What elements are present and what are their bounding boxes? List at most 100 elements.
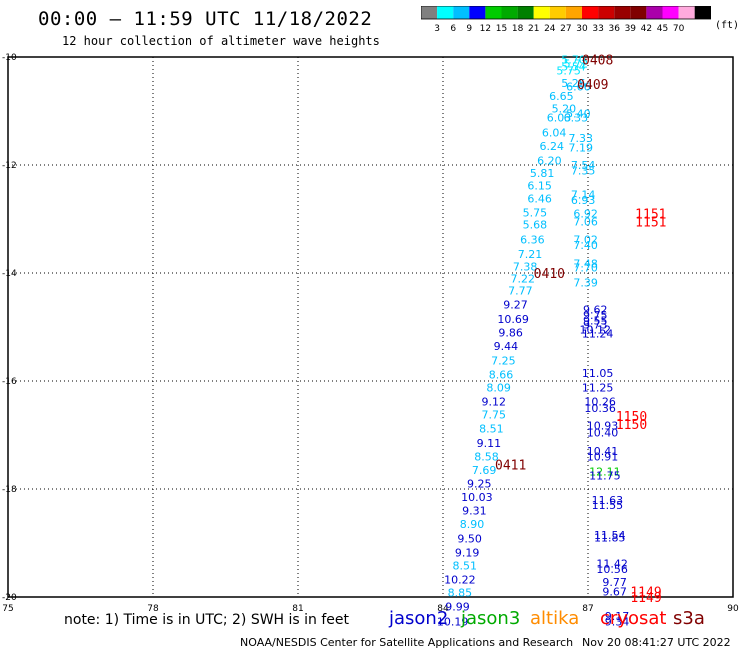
color-scale-label: 39 bbox=[625, 24, 637, 34]
swh-label: 9.55 bbox=[583, 315, 608, 328]
swh-label: 8.58 bbox=[474, 451, 499, 464]
swh-label: 11.63 bbox=[592, 494, 624, 507]
pass-time-label: 0410 bbox=[534, 267, 565, 282]
y-tick-label: -12 bbox=[2, 161, 17, 171]
swh-label: 9.75 bbox=[583, 309, 608, 322]
swh-label: 10.91 bbox=[587, 451, 619, 464]
y-tick-label: -18 bbox=[2, 485, 17, 495]
swh-label: 6.46 bbox=[527, 192, 552, 205]
color-scale-label: 42 bbox=[641, 24, 652, 34]
color-scale-unit: (ft) bbox=[715, 20, 740, 31]
swh-label: 9.19 bbox=[455, 547, 480, 560]
pass-time-label: 1149 bbox=[630, 586, 661, 601]
swh-label: 10.69 bbox=[497, 313, 529, 326]
swh-label: 5.68 bbox=[523, 218, 548, 231]
color-swatch bbox=[501, 6, 518, 19]
swh-label: 9.77 bbox=[602, 576, 627, 589]
swh-label: 6.36 bbox=[520, 234, 545, 247]
y-tick-label: -16 bbox=[2, 377, 17, 387]
swh-label: 7.33 bbox=[569, 132, 594, 145]
swh-label: 6.04 bbox=[542, 127, 567, 140]
swh-label: 7.54 bbox=[571, 159, 596, 172]
swh-label: 10.12 bbox=[580, 324, 612, 337]
swh-label: 7.75 bbox=[482, 408, 507, 421]
color-swatch bbox=[598, 6, 615, 19]
swh-label: 7.48 bbox=[573, 257, 598, 270]
color-swatch bbox=[485, 6, 502, 19]
swh-label: 7.70 bbox=[573, 262, 598, 275]
color-scale-label: 3 bbox=[434, 24, 440, 34]
swh-label: 7.02 bbox=[573, 234, 598, 247]
swh-label: 6.92 bbox=[573, 208, 598, 221]
swh-label: 8.90 bbox=[460, 518, 485, 531]
color-scale-label: 24 bbox=[544, 24, 556, 34]
color-scale-label: 30 bbox=[576, 24, 588, 34]
color-scale-label: 6 bbox=[450, 24, 456, 34]
color-scale-bar: 3 6 9 12 15 18 21 24 27 30 33 36 39 42 45 70 bbox=[421, 6, 711, 34]
swh-label: 10.36 bbox=[584, 402, 616, 415]
swh-label: 5.70 bbox=[561, 54, 586, 67]
color-swatch bbox=[421, 6, 438, 19]
swh-label: 6.66 bbox=[566, 81, 591, 94]
legend-jason2: jason2 bbox=[389, 608, 449, 629]
color-swatch bbox=[533, 6, 550, 19]
x-tick-label: 78 bbox=[147, 604, 159, 614]
chart-title: 00:00 – 11:59 UTC 11/18/2022 bbox=[38, 8, 373, 30]
color-scale-label: 45 bbox=[657, 24, 668, 34]
color-swatch bbox=[630, 6, 647, 19]
swh-label: 8.09 bbox=[486, 381, 511, 394]
swh-label: 7.77 bbox=[508, 284, 533, 297]
swh-label: 5.81 bbox=[530, 167, 555, 180]
swh-label: 7.25 bbox=[491, 354, 516, 367]
pass-time-label: 1151 bbox=[635, 208, 666, 223]
color-swatch bbox=[565, 6, 582, 19]
x-tick-label: 75 bbox=[2, 604, 13, 614]
swh-label: 11.55 bbox=[592, 499, 624, 512]
swh-label: 9.67 bbox=[602, 586, 627, 599]
swh-label: 9.50 bbox=[457, 533, 482, 546]
swh-label: 10.93 bbox=[587, 419, 619, 432]
footer-note: note: 1) Time is in UTC; 2) SWH is in fe… bbox=[64, 612, 350, 628]
swh-label: 5.40 bbox=[566, 108, 591, 121]
swh-label: 11.85 bbox=[594, 532, 626, 545]
y-tick-label: -14 bbox=[2, 269, 17, 279]
color-scale-label: 36 bbox=[608, 24, 620, 34]
swh-label: 7.06 bbox=[573, 216, 598, 229]
color-swatch bbox=[453, 6, 470, 19]
swh-label: 11.05 bbox=[582, 367, 614, 380]
plot-frame bbox=[7, 56, 734, 598]
swh-label: 11.42 bbox=[596, 558, 628, 571]
swh-label: 8.51 bbox=[453, 560, 478, 573]
color-swatch bbox=[437, 6, 454, 19]
swh-label: 6.33 bbox=[564, 111, 589, 124]
color-scale-label: 27 bbox=[560, 24, 571, 34]
swh-label: 9.31 bbox=[462, 505, 487, 518]
swh-label: 10.03 bbox=[461, 491, 493, 504]
chart-subtitle: 12 hour collection of altimeter wave hei… bbox=[62, 34, 380, 48]
swh-label: 11.24 bbox=[582, 327, 614, 340]
pass-time-label: 1149 bbox=[630, 591, 661, 606]
legend-altika: altika bbox=[530, 608, 580, 629]
swh-label: 10.26 bbox=[584, 396, 616, 409]
swh-label: 6.65 bbox=[549, 90, 574, 103]
swh-label: 5.20 bbox=[552, 102, 577, 115]
swh-label: 9.62 bbox=[583, 304, 608, 317]
swh-label: 8.66 bbox=[489, 369, 514, 382]
color-scale-label: 18 bbox=[512, 24, 524, 34]
swh-label: 8.85 bbox=[448, 587, 473, 600]
x-tick-label: 81 bbox=[292, 604, 303, 614]
swh-label: 12.11 bbox=[589, 466, 621, 479]
swh-label: 7.19 bbox=[569, 142, 594, 155]
color-scale-label: 70 bbox=[673, 24, 685, 34]
footer-timestamp: Nov 20 08:41:27 UTC 2022 bbox=[582, 636, 731, 649]
swh-label: 7.38 bbox=[513, 261, 538, 274]
swh-label: 9.27 bbox=[503, 298, 528, 311]
swh-label: 10.40 bbox=[587, 426, 619, 439]
swh-label: 6.20 bbox=[537, 155, 562, 168]
x-tick-label: 90 bbox=[727, 604, 739, 614]
pass-time-label: 0409 bbox=[577, 78, 608, 93]
y-tick-label: -20 bbox=[2, 593, 17, 603]
color-swatch bbox=[549, 6, 566, 19]
swh-label: 7.14 bbox=[571, 189, 596, 202]
